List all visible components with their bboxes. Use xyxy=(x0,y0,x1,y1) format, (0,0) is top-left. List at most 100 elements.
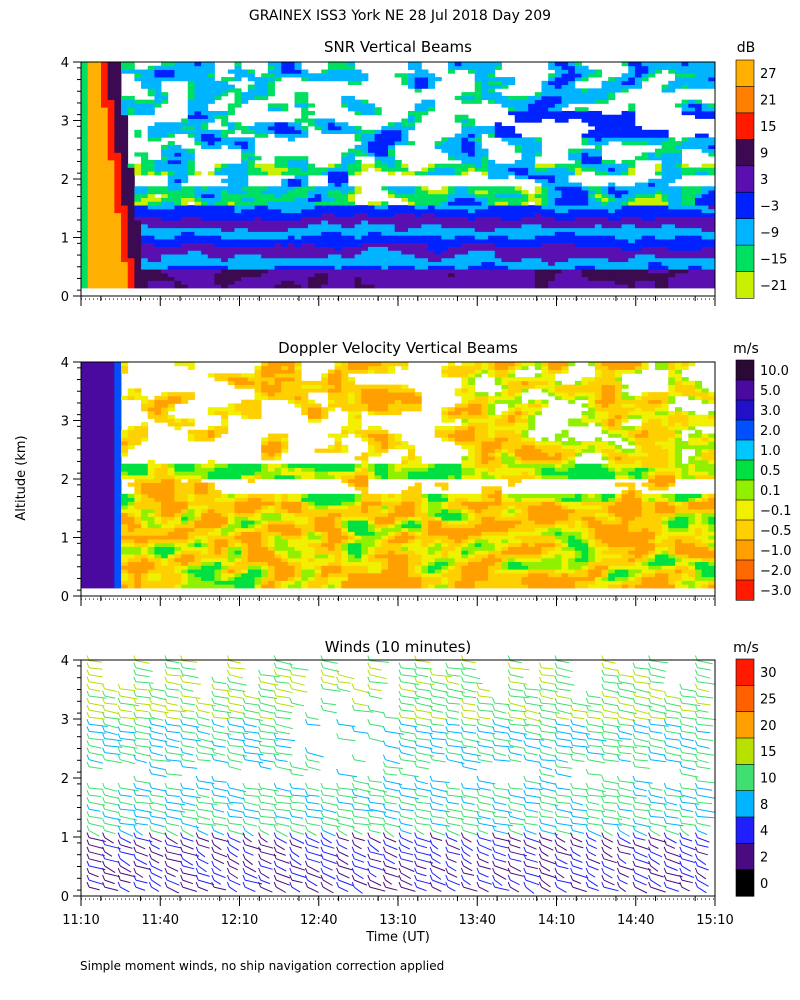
field-cell xyxy=(254,186,262,191)
field-cell xyxy=(121,65,129,70)
field-cell xyxy=(394,284,402,289)
field-cell xyxy=(401,572,409,578)
field-cell xyxy=(408,239,416,244)
field-cell xyxy=(294,272,302,278)
field-cell xyxy=(474,205,482,210)
field-cell xyxy=(194,261,202,266)
field-cell xyxy=(154,95,162,101)
field-cell xyxy=(327,126,335,131)
field-cell xyxy=(214,280,222,285)
field-cell xyxy=(341,156,349,161)
field-cell xyxy=(694,220,703,225)
field-cell xyxy=(561,84,569,89)
field-cell xyxy=(254,565,262,570)
field-cell xyxy=(167,220,175,225)
field-cell xyxy=(187,242,195,247)
field-cell xyxy=(341,205,349,210)
field-cell xyxy=(161,254,169,259)
field-cell xyxy=(347,159,356,165)
field-cell xyxy=(488,133,496,138)
field-cell xyxy=(681,280,689,285)
field-cell xyxy=(628,569,636,574)
field-cell xyxy=(207,257,215,263)
field-cell xyxy=(561,569,569,574)
field-cell xyxy=(87,167,95,172)
field-cell xyxy=(481,77,489,82)
field-cell xyxy=(261,561,269,566)
field-cell xyxy=(621,580,629,585)
field-cell xyxy=(534,565,542,570)
field-cell xyxy=(601,257,609,263)
field-cell xyxy=(688,65,696,70)
field-cell xyxy=(581,235,589,240)
field-cell xyxy=(341,223,349,229)
field-cell xyxy=(281,257,289,263)
field-cell xyxy=(254,95,262,101)
field-cell xyxy=(514,193,522,198)
field-cell xyxy=(207,110,215,116)
field-cell xyxy=(154,280,162,285)
field-cell xyxy=(501,186,509,191)
field-cell xyxy=(688,110,696,116)
field-cell xyxy=(234,186,242,191)
field-cell xyxy=(514,276,522,281)
field-cell xyxy=(234,239,242,244)
field-cell xyxy=(227,227,235,232)
field-cell xyxy=(641,137,649,142)
field-cell xyxy=(688,284,696,289)
field-cell xyxy=(81,159,89,165)
field-cell xyxy=(668,205,676,210)
field-cell xyxy=(247,208,255,214)
field-cell xyxy=(481,569,489,574)
field-cell xyxy=(634,193,642,198)
field-cell xyxy=(641,250,649,255)
field-cell xyxy=(401,257,409,263)
field-cell xyxy=(421,197,429,202)
field-cell xyxy=(261,129,269,134)
field-cell xyxy=(661,152,669,157)
field-cell xyxy=(221,572,229,578)
field-cell xyxy=(107,205,115,210)
field-cell xyxy=(674,261,683,266)
field-cell xyxy=(581,65,589,70)
field-cell xyxy=(287,62,295,67)
field-cell xyxy=(434,208,442,214)
field-cell xyxy=(301,107,309,112)
field-cell xyxy=(327,65,335,70)
field-cell xyxy=(668,163,676,168)
field-cell xyxy=(381,246,389,251)
field-cell xyxy=(521,208,529,214)
field-cell xyxy=(361,272,369,278)
field-cell xyxy=(568,246,576,251)
field-cell xyxy=(481,129,489,134)
field-cell xyxy=(294,69,302,74)
field-cell xyxy=(441,227,449,232)
field-cell xyxy=(354,186,362,191)
field-cell xyxy=(121,265,129,270)
field-cell xyxy=(641,62,649,67)
field-cell xyxy=(541,182,549,187)
field-cell xyxy=(314,171,322,176)
field-cell xyxy=(408,227,416,232)
field-cell xyxy=(588,250,596,255)
field-cell xyxy=(634,250,642,255)
field-cell xyxy=(221,110,229,116)
field-cell xyxy=(341,208,349,214)
field-cell xyxy=(614,565,622,570)
field-cell xyxy=(327,186,335,191)
field-cell xyxy=(181,69,189,74)
field-cell xyxy=(661,175,669,180)
field-cell xyxy=(408,565,416,570)
field-cell xyxy=(554,280,562,285)
field-cell xyxy=(568,569,576,574)
field-cell xyxy=(287,580,295,585)
field-cell xyxy=(574,572,582,578)
field-cell xyxy=(107,107,115,112)
field-cell xyxy=(454,156,462,161)
field-cell xyxy=(274,272,282,278)
field-cell xyxy=(101,175,109,180)
field-cell xyxy=(514,272,522,278)
field-cell xyxy=(221,235,229,240)
field-cell xyxy=(488,77,496,82)
field-cell xyxy=(187,77,195,82)
